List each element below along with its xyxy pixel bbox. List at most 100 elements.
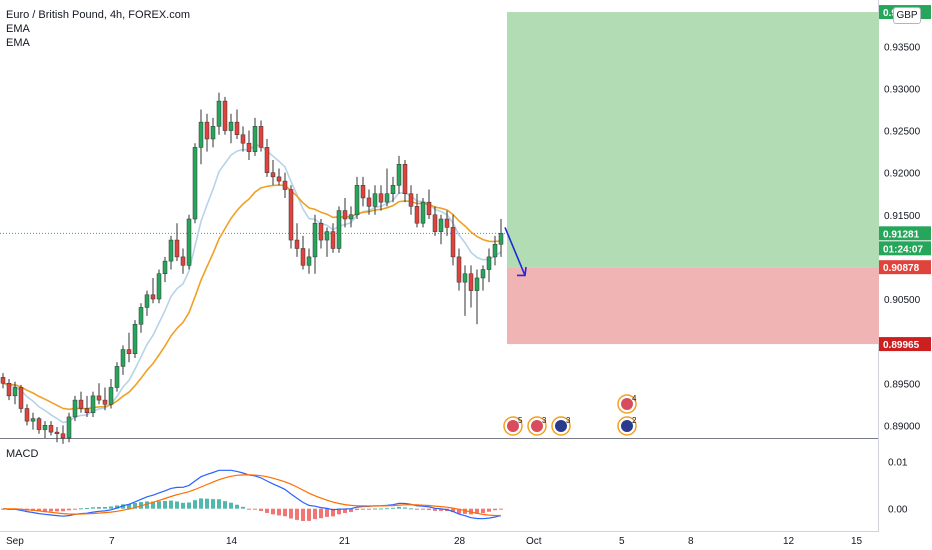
current-price-label-bg <box>879 226 931 241</box>
loss-zone <box>507 267 879 345</box>
macd-histogram-bar <box>427 508 431 511</box>
candle-body <box>390 185 396 194</box>
candle-body <box>54 431 60 435</box>
candle-body <box>222 100 228 131</box>
macd-histogram-bar <box>67 508 71 511</box>
uk-flag-icon <box>531 420 543 432</box>
time-tick-label: Oct <box>526 536 542 547</box>
macd-label[interactable]: MACD <box>6 448 39 460</box>
candle-body <box>372 193 378 207</box>
price-axis[interactable]: 0.93500 0.93000 0.92500 0.92000 0.91500 0.905… <box>879 5 931 432</box>
price-tick-label: 0.90500 <box>884 295 921 306</box>
candle-body <box>180 256 186 266</box>
event-count: 3 <box>542 416 547 425</box>
macd-histogram-bar <box>127 504 131 509</box>
candle-body <box>348 214 354 220</box>
time-axis[interactable]: Sep 7 14 21 28 Oct 5 8 12 15 <box>6 536 863 547</box>
candle-body <box>84 408 90 413</box>
candle-body <box>108 387 114 405</box>
price-tick-label: 0.93500 <box>884 42 921 53</box>
candle-body <box>234 121 240 136</box>
candle-body <box>36 418 42 430</box>
candle-body <box>360 185 366 199</box>
candle-body <box>438 218 444 232</box>
macd-histogram-bar <box>103 506 107 509</box>
symbol-title[interactable]: Euro / British Pound, 4h, FOREX.com <box>6 9 191 21</box>
macd-histogram-bar <box>151 501 155 509</box>
macd-histogram-bar <box>145 501 149 509</box>
arrow-head <box>517 266 527 277</box>
candle-body <box>150 294 156 300</box>
candle-body <box>204 121 210 140</box>
candle-body <box>324 231 330 241</box>
economic-events[interactable]: 5 3 3 2 4 <box>503 394 637 436</box>
macd-histogram-bar <box>247 508 251 510</box>
candle-body <box>48 425 54 433</box>
candle-body <box>240 134 246 144</box>
candle-body <box>318 222 324 241</box>
candle-body <box>216 100 222 127</box>
price-tick-label: 0.92500 <box>884 127 921 138</box>
candle-body <box>210 126 216 140</box>
candle-body <box>480 269 486 279</box>
candle-body <box>192 147 198 220</box>
candle-body <box>30 418 36 422</box>
candle-body <box>264 147 270 173</box>
candle-body <box>366 197 372 207</box>
macd-signal-line <box>2 474 501 517</box>
candle-body <box>468 273 474 291</box>
macd-histogram-bar <box>43 508 47 512</box>
event-count: 2 <box>632 416 637 425</box>
macd-histogram-bar <box>217 499 221 509</box>
candle-body <box>198 121 204 148</box>
macd-histogram-bar <box>91 507 95 509</box>
macd-histogram-bar <box>385 508 389 510</box>
macd-histogram-bar <box>397 506 401 509</box>
candle-body <box>492 244 498 258</box>
candlesticks <box>0 92 504 444</box>
entry-price-label: 0.90878 <box>883 263 920 274</box>
candle-body <box>246 142 252 152</box>
candle-body <box>24 408 30 422</box>
candle-body <box>294 239 300 249</box>
macd-histogram-bar <box>241 506 245 509</box>
macd-histogram-bar <box>487 508 491 512</box>
ema-indicator-label-2[interactable]: EMA <box>6 37 30 49</box>
candle-body <box>156 273 162 300</box>
macd-histogram-bar <box>331 508 335 517</box>
time-tick-label: 5 <box>619 536 625 547</box>
candle-body <box>252 126 258 152</box>
macd-histogram-bar <box>223 501 227 509</box>
macd-histogram-bar <box>157 501 161 509</box>
price-tick-label: 0.91500 <box>884 211 921 222</box>
macd-histogram-bar <box>391 507 395 509</box>
candle-body <box>402 164 408 194</box>
candle-body <box>18 387 24 409</box>
candle-body <box>306 256 312 266</box>
currency-badge[interactable]: GBP <box>893 7 921 24</box>
macd-histogram-bar <box>97 506 101 509</box>
stop-loss-label: 0.89965 <box>883 340 920 351</box>
macd-histogram-bar <box>373 508 377 510</box>
macd-histogram-bar <box>199 498 203 509</box>
trade-zone[interactable] <box>507 12 879 345</box>
macd-histogram-bar <box>313 508 317 520</box>
uk-flag-icon <box>621 398 633 410</box>
macd-histogram-bar <box>379 508 383 510</box>
macd-histogram-bar <box>349 508 353 512</box>
macd-histogram-bar <box>211 499 215 509</box>
macd-histogram-bar <box>85 508 89 510</box>
chart-legend: Euro / British Pound, 4h, FOREX.com EMA … <box>6 8 190 50</box>
drawing-arrow[interactable] <box>504 227 527 277</box>
ema-indicator-label[interactable]: EMA <box>6 23 30 35</box>
candle-body <box>162 260 168 275</box>
arrow-line <box>504 227 526 276</box>
candle-body <box>384 193 390 203</box>
macd-histogram-bar <box>265 508 269 513</box>
time-tick-label: 12 <box>783 536 795 547</box>
candle-body <box>342 210 348 220</box>
price-tick-label: 0.93000 <box>884 84 921 95</box>
macd-histogram-bar <box>259 508 263 511</box>
macd-histogram-bar <box>319 508 323 519</box>
